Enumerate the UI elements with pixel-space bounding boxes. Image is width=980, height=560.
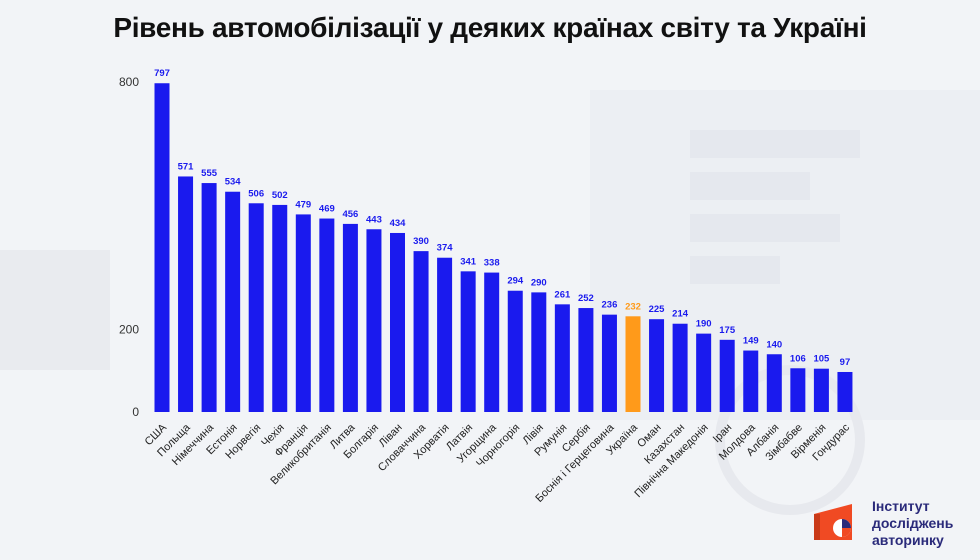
bar-value-label: 294 (507, 276, 524, 287)
bar-value-label: 502 (272, 190, 288, 201)
logo-text: Інститут досліджень авторинку (872, 498, 972, 549)
bar-value-label: 105 (813, 354, 830, 365)
bar-value-label: 374 (437, 243, 454, 254)
bar-value-label: 190 (696, 319, 712, 330)
chart-title: Рівень автомобілізації у деяких країнах … (113, 12, 867, 43)
bar (531, 292, 547, 412)
bar-value-label: 456 (342, 209, 358, 220)
y-tick-label: 0 (132, 405, 139, 419)
bar-value-label: 479 (295, 199, 311, 210)
bar (790, 368, 806, 412)
bar-value-label: 149 (743, 336, 759, 347)
bar (319, 218, 335, 412)
bar (672, 323, 688, 412)
bar-value-label: 236 (602, 300, 618, 311)
bar-value-label: 555 (201, 168, 218, 179)
bar (649, 319, 665, 412)
bar (154, 83, 170, 413)
bar (601, 314, 617, 412)
bar (366, 229, 382, 412)
bar (272, 204, 288, 412)
bar-value-label: 506 (248, 188, 264, 199)
bar-value-label: 232 (625, 301, 641, 312)
bar (201, 183, 217, 412)
bar-value-label: 225 (649, 304, 666, 315)
bar (837, 371, 853, 412)
bar (484, 272, 500, 412)
bar (413, 251, 429, 412)
bar (625, 316, 641, 412)
y-tick-label: 800 (119, 75, 139, 89)
bar (437, 257, 453, 412)
institute-logo: Інститут досліджень авторинку (812, 498, 972, 554)
bar-value-label: 252 (578, 293, 594, 304)
bar-value-label: 338 (484, 258, 500, 269)
bar-value-label: 175 (719, 325, 736, 336)
bar-value-label: 390 (413, 236, 429, 247)
bar (766, 354, 782, 412)
bar (578, 308, 594, 412)
bar-value-label: 534 (225, 177, 242, 188)
bar (743, 350, 759, 412)
bar-value-label: 261 (554, 289, 571, 300)
bar (554, 304, 570, 412)
bar-value-label: 571 (178, 161, 195, 172)
bar-value-label: 443 (366, 214, 382, 225)
bar-value-label: 140 (766, 339, 782, 350)
bar (813, 368, 829, 412)
bar (507, 290, 523, 412)
bar (342, 223, 358, 412)
bar-value-label: 434 (390, 218, 407, 229)
bar (460, 271, 476, 412)
y-tick-label: 200 (119, 323, 139, 337)
bar-value-label: 97 (840, 357, 851, 368)
bar (225, 191, 241, 412)
bar (719, 339, 735, 412)
bar-value-label: 106 (790, 353, 806, 364)
bar-value-label: 290 (531, 277, 547, 288)
bar-value-label: 214 (672, 309, 689, 320)
bar (248, 203, 264, 412)
bar (178, 176, 194, 412)
logo-line-1: Інститут (872, 498, 930, 514)
logo-line-2: досліджень (872, 515, 954, 531)
logo-mark-icon (814, 504, 852, 540)
bar (390, 232, 405, 412)
bar-value-label: 341 (460, 256, 477, 267)
bar-value-label: 469 (319, 204, 335, 215)
bar-value-label: 797 (154, 68, 170, 79)
bar (696, 333, 712, 412)
bar (295, 214, 311, 412)
logo-line-3: авторинку (872, 532, 944, 548)
